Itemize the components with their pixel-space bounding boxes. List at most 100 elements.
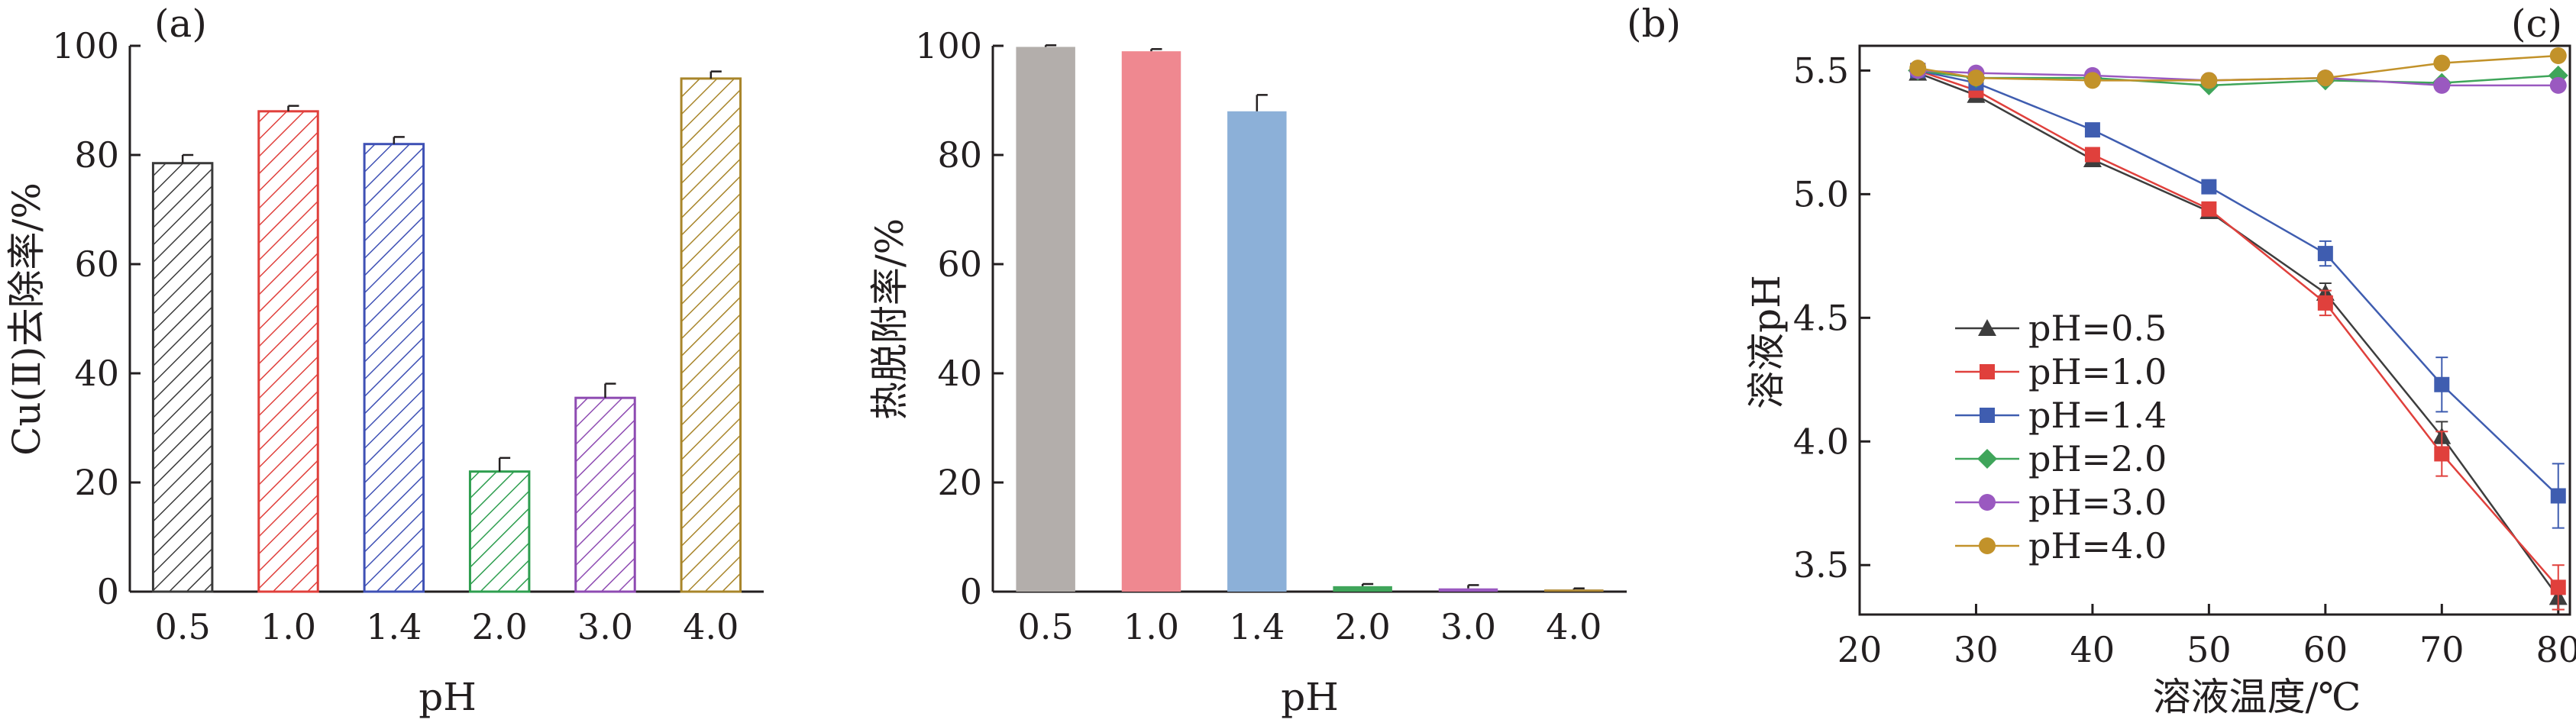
panel-c-y-tick-label: 4.5 (1793, 297, 1849, 338)
panel-b-x-tick-label: 1.4 (1229, 606, 1285, 647)
panel-b-x-tick-label: 4.0 (1546, 606, 1602, 647)
panel-a-bar-1.4 (363, 143, 425, 593)
point-pH4-0 (1909, 60, 1927, 77)
panel-a-y-tick-label: 0 (97, 571, 119, 612)
panel-c-y-tick-label: 5.5 (1793, 50, 1849, 91)
panel-a-y-tick-label: 40 (74, 353, 119, 394)
panel-c-y-tick-label: 4.0 (1793, 421, 1849, 462)
legend-label-pH1-4: pH=1.4 (2028, 395, 2167, 436)
panel-b-y-tick-label: 40 (937, 353, 982, 394)
point-pH1-0 (2550, 579, 2566, 595)
point-pH3-0 (2433, 76, 2451, 94)
panel-a-x-tick-label: 1.0 (260, 606, 316, 647)
panel-b-x-axis-title: pH (1281, 675, 1339, 719)
panel-c-x-tick-label: 40 (2070, 629, 2115, 670)
panel-c-x-tick-label: 60 (2303, 629, 2348, 670)
panel-c-x-tick-label: 80 (2536, 629, 2576, 670)
panel-b-plot-area: 0 20 40 60 80 100 0.5 1.0 1.4 2.0 3.0 4.0 (915, 25, 1627, 647)
panel-b-label: (b) (1627, 2, 1681, 46)
legend-marker-pH0-5 (1978, 319, 1996, 336)
point-pH1-0 (2317, 295, 2333, 311)
legend-label-pH2-0: pH=2.0 (2028, 438, 2167, 479)
legend-marker-pH3-0 (1979, 494, 1996, 511)
point-pH4-0 (2549, 47, 2567, 64)
panel-c-plot-frame (1858, 44, 2571, 616)
panel-b-bar-0.5 (1016, 47, 1075, 592)
panel-a-plot-area: 0 20 40 60 80 100 0.5 1.0 1.4 2.0 3.0 4.0 (52, 25, 764, 647)
legend-label-pH1-0: pH=1.0 (2028, 351, 2167, 392)
legend-marker-pH4-0 (1979, 537, 1996, 554)
panel-b-bar-4.0 (1544, 589, 1604, 592)
point-pH3-0 (2549, 76, 2567, 94)
panel-a-y-tick-label: 100 (52, 25, 119, 66)
panel-b-y-tick-label: 20 (937, 462, 982, 503)
panel-c-y-tick-label: 5.0 (1793, 173, 1849, 215)
panel-c-x-tick-label: 20 (1837, 629, 1883, 670)
point-pH1-4 (2550, 488, 2566, 504)
point-pH1-0 (2084, 147, 2100, 163)
panel-a-y-tick-label: 20 (74, 462, 119, 503)
panel-c-x-tick-label: 70 (2419, 629, 2464, 670)
series-line-pH0-5 (1917, 72, 2559, 599)
panel-c-legend: pH=0.5pH=1.0pH=1.4pH=2.0pH=3.0pH=4.0 (1955, 308, 2167, 566)
panel-b-bar-3.0 (1438, 588, 1498, 592)
point-pH1-4 (2317, 246, 2333, 262)
panel-b-y-axis-title: 热脱附率/% (868, 218, 912, 420)
panel-b: (b) 热脱附率/% pH 0 20 40 60 80 100 0.5 1.0 1.4 2.0 3.… (868, 2, 1681, 719)
panel-a-x-axis-title: pH (419, 675, 477, 719)
point-pH1-0 (2434, 446, 2450, 462)
panel-a-bar-0.5 (151, 162, 214, 593)
point-pH1-4 (2434, 376, 2450, 392)
panel-c-x-tick-label: 30 (1954, 629, 1999, 670)
panel-a-label: (a) (154, 2, 207, 46)
panel-b-y-tick-label: 60 (937, 244, 982, 285)
panel-b-x-tick-label: 0.5 (1018, 606, 1074, 647)
panel-c: (c) 溶液pH 溶液温度/℃ 20 30 40 50 60 70 80 3.5 4.0 4.5 5… (1744, 2, 2576, 719)
point-pH1-4 (2084, 122, 2100, 138)
legend-label-pH4-0: pH=4.0 (2028, 525, 2167, 566)
panel-b-bar-2.0 (1333, 586, 1392, 592)
panel-a-bar-2.0 (468, 470, 531, 593)
legend-marker-pH1-4 (1980, 408, 1995, 423)
legend-label-pH0-5: pH=0.5 (2028, 308, 2167, 349)
panel-a-bar-4.0 (680, 77, 742, 593)
point-pH4-0 (2433, 54, 2451, 72)
panel-c-label: (c) (2511, 2, 2562, 46)
panel-c-y-axis-title: 溶液pH (1744, 275, 1789, 409)
point-pH1-0 (2201, 201, 2217, 217)
panel-b-bar-1.4 (1227, 111, 1287, 592)
point-pH4-0 (1967, 69, 1985, 87)
series-line-pH4-0 (1918, 54, 2558, 82)
panel-a-x-tick-label: 2.0 (472, 606, 528, 647)
panel-c-x-axis-title: 溶液温度/℃ (2153, 675, 2361, 719)
panel-a-bar-3.0 (574, 396, 636, 593)
panel-a: (a) Cu(Ⅱ)去除率/% pH 0 20 40 60 80 100 0.5 1.0 1.4 2… (5, 2, 764, 719)
panel-c-x-tick-label: 50 (2187, 629, 2232, 670)
panel-b-y-tick-label: 80 (937, 134, 982, 176)
panel-b-y-tick-label: 100 (915, 25, 982, 66)
panel-b-y-tick-label: 0 (960, 571, 982, 612)
panel-a-x-tick-label: 3.0 (577, 606, 633, 647)
legend-label-pH3-0: pH=3.0 (2028, 482, 2167, 523)
legend-marker-pH1-0 (1980, 364, 1995, 379)
panel-a-y-tick-label: 60 (74, 244, 119, 285)
series-line-pH1-4 (1917, 69, 2559, 497)
panel-c-plot-area: 20 30 40 50 60 70 80 3.5 4.0 4.5 5.0 5.5 (1793, 44, 2576, 670)
legend-marker-pH2-0 (1977, 449, 1997, 469)
point-pH4-0 (2316, 69, 2334, 87)
panel-a-x-tick-label: 4.0 (683, 606, 739, 647)
panel-b-x-tick-label: 3.0 (1440, 606, 1496, 647)
panel-b-x-tick-label: 1.0 (1123, 606, 1179, 647)
panel-a-y-tick-label: 80 (74, 134, 119, 176)
panel-a-y-axis-title: Cu(Ⅱ)去除率/% (5, 182, 49, 456)
panel-a-x-tick-label: 1.4 (366, 606, 422, 647)
point-pH4-0 (2083, 72, 2101, 89)
point-pH1-4 (2201, 179, 2217, 195)
panel-a-bar-1.0 (257, 110, 319, 593)
point-pH4-0 (2200, 72, 2218, 89)
panel-b-x-tick-label: 2.0 (1335, 606, 1391, 647)
panel-b-bar-1.0 (1121, 51, 1181, 592)
panel-a-x-tick-label: 0.5 (155, 606, 211, 647)
panel-c-y-tick-label: 3.5 (1793, 544, 1849, 586)
